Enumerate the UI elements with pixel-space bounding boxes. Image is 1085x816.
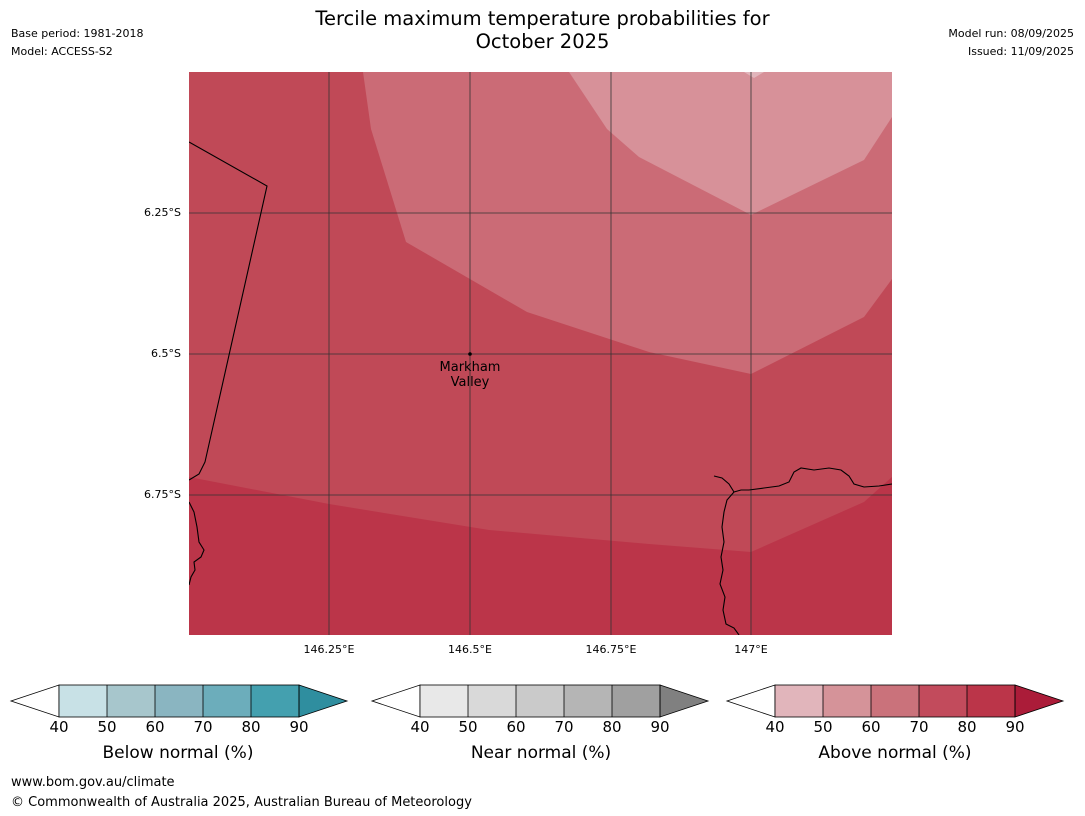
place-label-markham-valley: Markham Valley — [420, 360, 520, 390]
colorbar-near-70-80 — [564, 685, 612, 717]
colorbar-below-60-70 — [155, 685, 203, 717]
tick-below-80: 80 — [241, 718, 261, 736]
lon-label-146-25: 146.25°E — [303, 643, 355, 656]
tick-above-70: 70 — [909, 718, 929, 736]
metadata-left: Base period: 1981-2018 Model: ACCESS-S2 — [11, 25, 143, 61]
footer-url: www.bom.gov.au/climate — [11, 775, 175, 790]
colorbar-above-70-80 — [919, 685, 967, 717]
tick-above-80: 80 — [957, 718, 977, 736]
legend-above-normal — [725, 683, 1065, 719]
tick-near-90: 90 — [650, 718, 670, 736]
coastline-south — [719, 491, 740, 635]
tick-near-60: 60 — [506, 718, 526, 736]
map-canvas — [189, 72, 892, 635]
legend-title-below-normal: Below normal (%) — [102, 743, 254, 763]
tick-below-60: 60 — [145, 718, 165, 736]
metadata-right: Model run: 08/09/2025 Issued: 11/09/2025 — [948, 25, 1074, 61]
place-label-line-2: Valley — [450, 375, 490, 390]
coastline-west — [189, 501, 205, 586]
tick-near-40: 40 — [410, 718, 430, 736]
map-title: Tercile maximum temperature probabilitie… — [0, 7, 1085, 53]
legend-below-normal — [9, 683, 349, 719]
colorbar-near-50-60 — [468, 685, 516, 717]
colorbar-above-80-90 — [967, 685, 1015, 717]
colorbar-near-40-50 — [420, 685, 468, 717]
colorbar-near-80-90 — [612, 685, 660, 717]
title-line-2: October 2025 — [475, 30, 610, 53]
model-run-text: Model run: 08/09/2025 — [948, 27, 1074, 40]
colorbar-below-over — [298, 684, 349, 718]
colorbar-below-80-90 — [251, 685, 299, 717]
band-80-90 — [189, 477, 892, 635]
base-period-text: Base period: 1981-2018 — [11, 27, 144, 40]
colorbar-below-50-60 — [107, 685, 155, 717]
colorbar-above-over — [1014, 684, 1065, 718]
colorbar-below-under — [9, 684, 60, 718]
tick-above-50: 50 — [813, 718, 833, 736]
tick-above-40: 40 — [765, 718, 785, 736]
tick-above-90: 90 — [1005, 718, 1025, 736]
tick-near-80: 80 — [602, 718, 622, 736]
legend-title-above-normal: Above normal (%) — [818, 743, 972, 763]
lat-label-6-75: 6.75°S — [144, 488, 181, 501]
legend-title-near-normal: Near normal (%) — [470, 743, 612, 763]
colorbar-near-under — [370, 684, 421, 718]
lon-label-146-5: 146.5°E — [448, 643, 492, 656]
tick-near-50: 50 — [458, 718, 478, 736]
lon-label-147: 147°E — [734, 643, 768, 656]
probability-map — [189, 72, 892, 635]
tick-above-60: 60 — [861, 718, 881, 736]
colorbar-below-normal — [9, 684, 349, 718]
legend-near-normal — [370, 683, 710, 719]
colorbar-below-70-80 — [203, 685, 251, 717]
footer-copyright: © Commonwealth of Australia 2025, Austra… — [11, 795, 472, 810]
issued-text: Issued: 11/09/2025 — [967, 45, 1074, 58]
colorbar-near-normal — [370, 684, 710, 718]
model-text: Model: ACCESS-S2 — [11, 45, 113, 58]
province-boundary — [189, 141, 268, 481]
colorbar-above-60-70 — [871, 685, 919, 717]
colorbar-near-60-70 — [516, 685, 564, 717]
colorbar-above-40-50 — [775, 685, 823, 717]
band-40-50-tip — [744, 72, 764, 78]
tick-below-50: 50 — [97, 718, 117, 736]
lat-label-6-25: 6.25°S — [144, 206, 181, 219]
colorbar-above-under — [725, 684, 776, 718]
lon-label-146-75: 146.75°E — [585, 643, 637, 656]
colorbar-above-50-60 — [823, 685, 871, 717]
colorbar-near-over — [659, 684, 710, 718]
boundaries — [189, 141, 892, 635]
colorbar-above-normal — [725, 684, 1065, 718]
title-line-1: Tercile maximum temperature probabilitie… — [315, 7, 770, 30]
markham-valley-marker — [468, 352, 472, 356]
tick-near-70: 70 — [554, 718, 574, 736]
band-50-60 — [569, 72, 892, 215]
tick-below-90: 90 — [289, 718, 309, 736]
lat-label-6-5: 6.5°S — [151, 347, 181, 360]
colorbar-below-40-50 — [59, 685, 107, 717]
place-label-line-1: Markham — [439, 360, 501, 375]
tick-below-70: 70 — [193, 718, 213, 736]
tick-below-40: 40 — [49, 718, 69, 736]
